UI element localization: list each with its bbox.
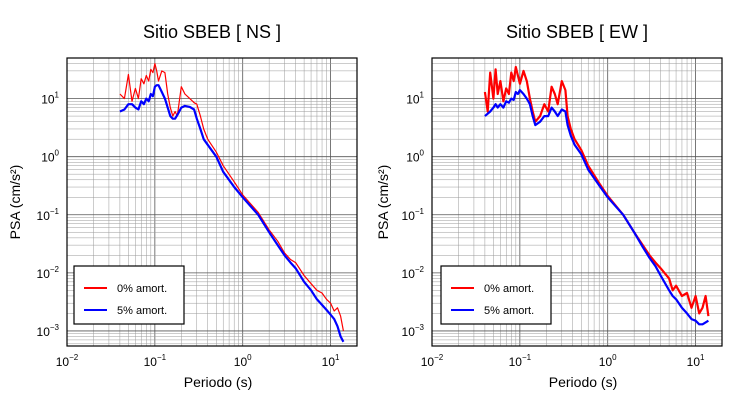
x-tick-label: 10−2: [56, 353, 79, 369]
y-tick-exponent: 1: [420, 91, 425, 100]
x-tick-base: 10: [599, 355, 613, 369]
y-tick-label: 101: [406, 91, 424, 107]
x-tick-base: 10: [56, 355, 70, 369]
curves: [483, 65, 710, 326]
y-tick-exponent: 1: [55, 91, 60, 100]
legend-box: [440, 265, 552, 325]
plot-frame: [431, 57, 723, 347]
series-line-0: [119, 63, 344, 332]
x-tick-label: 100: [599, 353, 617, 369]
y-tick-label: 10−3: [402, 323, 425, 339]
x-axis-label: Periodo (s): [549, 374, 617, 390]
chart-title: Sitio SBEB [ EW ]: [506, 22, 648, 42]
x-tick-base: 10: [421, 355, 435, 369]
y-tick-label: 10−2: [37, 265, 60, 281]
y-axis-label: PSA (cm/s²): [7, 165, 23, 240]
x-tick-exponent: 0: [612, 353, 617, 362]
x-tick-base: 10: [687, 355, 701, 369]
x-tick-exponent: −1: [157, 353, 167, 362]
y-tick-base: 10: [37, 267, 51, 281]
y-tick-label: 100: [41, 149, 59, 165]
y-tick-base: 10: [37, 209, 51, 223]
y-tick-exponent: 0: [55, 149, 60, 158]
legend-label-0: 0% amort.: [117, 283, 167, 295]
y-tick-base: 10: [402, 209, 416, 223]
x-tick-label: 101: [687, 353, 705, 369]
y-tick-label: 101: [41, 91, 59, 107]
legend-label-1: 5% amort.: [484, 305, 534, 317]
x-tick-base: 10: [234, 355, 248, 369]
y-tick-base: 10: [402, 325, 416, 339]
legend-box: [73, 265, 185, 325]
y-tick-exponent: 0: [420, 149, 425, 158]
x-tick-labels: 10−2 10−1 100 101: [56, 353, 340, 369]
x-tick-exponent: −2: [69, 353, 79, 362]
grid: [431, 57, 723, 346]
y-tick-label: 10−3: [37, 323, 60, 339]
y-tick-exponent: −3: [50, 323, 60, 332]
x-tick-exponent: 0: [247, 353, 252, 362]
y-tick-base: 10: [402, 267, 416, 281]
x-tick-base: 10: [322, 355, 336, 369]
y-tick-exponent: −2: [50, 265, 60, 274]
x-tick-label: 10−1: [509, 353, 532, 369]
x-tick-label: 101: [322, 353, 340, 369]
x-axis-label: Periodo (s): [184, 374, 252, 390]
y-tick-base: 10: [406, 151, 420, 165]
y-tick-exponent: −1: [415, 207, 425, 216]
x-tick-exponent: −2: [434, 353, 444, 362]
legend-label-1: 5% amort.: [117, 305, 167, 317]
y-tick-exponent: −1: [50, 207, 60, 216]
y-tick-base: 10: [406, 93, 420, 107]
legend: 0% amort. 5% amort.: [73, 265, 185, 325]
plot-frame: [66, 57, 358, 347]
y-axis-label: PSA (cm/s²): [375, 165, 391, 240]
curves: [119, 63, 345, 343]
x-tick-base: 10: [509, 355, 523, 369]
series-line-0: [483, 65, 710, 317]
x-tick-label: 10−2: [421, 353, 444, 369]
y-tick-label: 10−2: [402, 265, 425, 281]
x-tick-label: 100: [234, 353, 252, 369]
x-tick-label: 10−1: [144, 353, 167, 369]
x-tick-base: 10: [144, 355, 158, 369]
chart-title: Sitio SBEB [ NS ]: [143, 22, 281, 42]
y-tick-base: 10: [41, 93, 55, 107]
x-tick-exponent: 1: [335, 353, 340, 362]
y-tick-base: 10: [37, 325, 51, 339]
x-tick-exponent: 1: [700, 353, 705, 362]
series-line-1: [484, 89, 709, 326]
series-line-1: [119, 84, 345, 343]
y-tick-exponent: −2: [415, 265, 425, 274]
x-tick-labels: 10−2 10−1 100 101: [421, 353, 705, 369]
x-tick-exponent: −1: [522, 353, 532, 362]
y-tick-base: 10: [41, 151, 55, 165]
legend: 0% amort. 5% amort.: [440, 265, 552, 325]
y-tick-exponent: −3: [415, 323, 425, 332]
y-tick-label: 100: [406, 149, 424, 165]
legend-label-0: 0% amort.: [484, 283, 534, 295]
y-tick-label: 10−1: [402, 207, 425, 223]
y-tick-label: 10−1: [37, 207, 60, 223]
